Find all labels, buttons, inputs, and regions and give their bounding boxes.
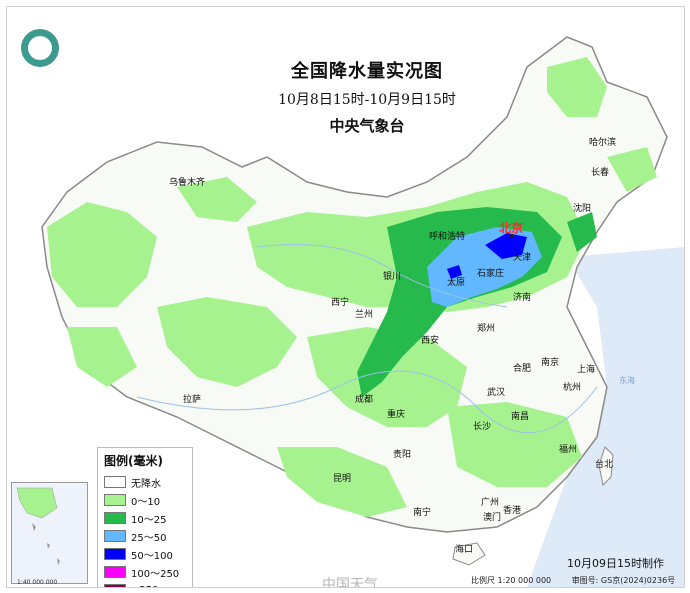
scale-label: 比例尺 1:20 000 000: [471, 576, 552, 585]
legend-swatch: [104, 476, 126, 488]
review-number: 审图号: GS京(2024)0236号: [571, 576, 676, 585]
legend-item: 25～50: [104, 527, 186, 545]
city-shenyang: 沈阳: [573, 204, 592, 214]
city-nanning: 南宁: [413, 508, 432, 518]
city-yinchuan: 银川: [383, 272, 402, 282]
city-macau: 澳门: [483, 513, 502, 523]
city-urumqi: 乌鲁木齐: [169, 178, 206, 188]
map-frame: 全国降水量实况图 10月8日15时-10月9日15时 中央气象台 北京 天津 石…: [6, 6, 685, 588]
city-xining: 西宁: [331, 298, 350, 308]
hainan-island: [452, 542, 486, 566]
legend-title: 图例(毫米): [104, 454, 163, 468]
south-china-sea-inset: [11, 482, 88, 584]
city-harbin: 哈尔滨: [589, 138, 617, 148]
yangtze-river: [136, 370, 598, 434]
city-kunming: 昆明: [333, 474, 352, 484]
legend-item: 10～25: [104, 509, 186, 527]
beijing-marker: [510, 234, 514, 238]
sea-label-east: 东海: [619, 376, 635, 385]
city-taiyuan: 太原: [447, 278, 466, 288]
city-jinan: 济南: [513, 293, 532, 303]
map-period: 10月8日15时-10月9日15时: [278, 92, 456, 108]
taiwan-island: [598, 446, 614, 487]
legend-item: 50～100: [104, 545, 186, 563]
precipitation-map: [41, 36, 684, 587]
legend-swatch: [104, 530, 126, 542]
legend-label: 25～50: [131, 532, 167, 544]
city-shanghai: 上海: [577, 365, 596, 375]
legend-item: 100～250: [104, 563, 186, 581]
issue-time: 10月09日15时制作: [567, 557, 664, 570]
city-shijiazhuang: 石家庄: [477, 269, 505, 279]
legend-label: 50～100: [131, 550, 173, 562]
legend-label: 100～250: [131, 568, 180, 580]
legend-item: 无降水: [104, 473, 186, 491]
city-tianjin: 天津: [513, 253, 532, 263]
legend-swatch: [104, 584, 126, 587]
city-guiyang: 贵阳: [393, 450, 412, 460]
rain-50-100: [447, 233, 527, 279]
legend-swatch: [104, 548, 126, 560]
legend-label: 10～25: [131, 514, 167, 526]
legend-item: ≥250: [104, 581, 186, 588]
city-nanchang: 南昌: [511, 412, 530, 422]
legend-label: 无降水: [131, 478, 161, 490]
city-hangzhou: 杭州: [563, 383, 582, 393]
city-chengdu: 成都: [355, 395, 374, 405]
sea-area: [527, 247, 684, 587]
inset-scale: 1:40 000 000: [17, 579, 58, 586]
city-xian: 西安: [421, 336, 440, 346]
footer-info: 比例尺 1:20 000 000 审图号: GS京(2024)0236号: [471, 575, 675, 586]
city-haikou: 海口: [455, 545, 474, 555]
city-wuhan: 武汉: [487, 388, 506, 398]
legend-swatch: [104, 566, 126, 578]
legend: 图例(毫米) 无降水 0～10 10～25 25～50 50～100 100～250 ≥25…: [97, 447, 193, 588]
map-agency: 中央气象台: [329, 117, 405, 135]
city-beijing: 北京: [499, 221, 524, 235]
legend-swatch: [104, 512, 126, 524]
inset-map: [16, 487, 60, 565]
legend-swatch: [104, 494, 126, 506]
city-chongqing: 重庆: [387, 410, 406, 420]
title-block: 全国降水量实况图 10月8日15时-10月9日15时 中央气象台: [257, 57, 477, 136]
city-changchun: 长春: [591, 168, 610, 178]
city-zhengzhou: 郑州: [477, 324, 496, 334]
city-lanzhou: 兰州: [355, 310, 374, 320]
city-hongkong: 香港: [503, 506, 522, 516]
city-hefei: 合肥: [513, 364, 532, 374]
city-changsha: 长沙: [473, 422, 492, 432]
yellow-river: [256, 244, 508, 308]
map-title: 全国降水量实况图: [291, 61, 443, 82]
cma-logo-icon: [21, 29, 59, 67]
watermark: 中国天气: [322, 577, 378, 588]
city-guangzhou: 广州: [481, 498, 500, 508]
city-lhasa: 拉萨: [183, 395, 202, 405]
legend-label: ≥250: [131, 585, 158, 588]
legend-item: 0～10: [104, 491, 186, 509]
city-fuzhou: 福州: [559, 445, 578, 455]
city-taipei: 台北: [595, 460, 614, 470]
city-hohhot: 呼和浩特: [429, 232, 466, 242]
legend-label: 0～10: [131, 496, 161, 508]
city-nanjing: 南京: [541, 358, 560, 368]
